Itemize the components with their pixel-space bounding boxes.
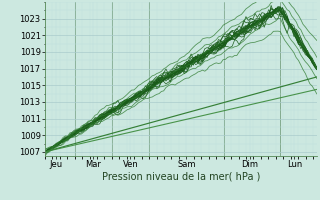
X-axis label: Pression niveau de la mer( hPa ): Pression niveau de la mer( hPa ): [102, 172, 260, 182]
